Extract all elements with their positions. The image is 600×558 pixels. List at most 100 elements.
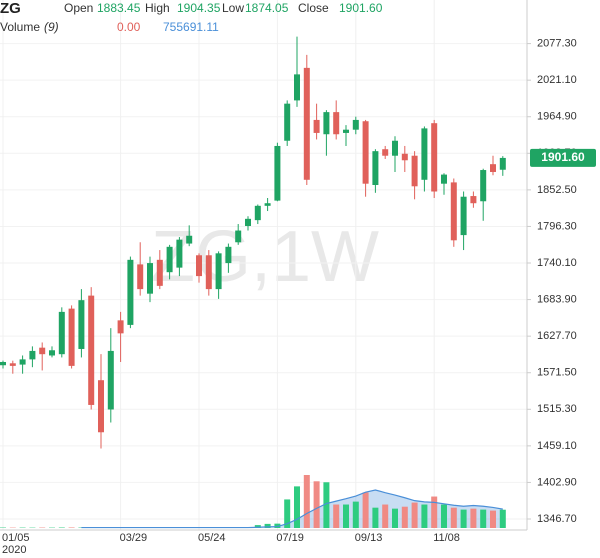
volume-bar: [499, 509, 506, 528]
volume-bar: [352, 501, 359, 528]
legend-label: Volume: [0, 20, 40, 34]
volume-bar: [490, 510, 496, 528]
candle-body: [39, 347, 46, 355]
y-tick-label: 1459.10: [537, 440, 577, 452]
legend-value: 0.00: [117, 20, 141, 34]
legend-label: Low: [222, 1, 244, 15]
volume-bar: [362, 492, 369, 528]
y-tick-label: 1515.30: [537, 403, 577, 415]
candle-body: [176, 239, 183, 268]
candle-body: [274, 145, 281, 201]
volume-bar: [382, 504, 389, 528]
volume-bar: [470, 508, 477, 528]
candle-body: [29, 350, 36, 360]
y-tick-label: 1402.90: [537, 476, 577, 488]
candle-body: [0, 361, 6, 366]
y-tick-label: 1964.90: [537, 111, 577, 123]
legend-label: High: [145, 1, 170, 15]
candle-body: [235, 230, 242, 243]
candle-body: [490, 164, 496, 172]
legend-value: 1874.05: [245, 1, 289, 15]
y-tick-label: 1571.50: [537, 367, 577, 379]
x-tick-label: 07/19: [276, 532, 304, 544]
volume-bar: [480, 509, 487, 528]
volume-bar: [343, 504, 349, 528]
volume-bar: [313, 481, 320, 528]
candle-body: [441, 174, 447, 184]
y-tick-label: 1683.90: [537, 293, 577, 305]
candle-body: [215, 253, 222, 290]
candle-body: [58, 311, 65, 355]
candle-body: [382, 149, 389, 156]
candle-body: [362, 121, 369, 184]
last-price-box: [530, 148, 596, 167]
candle-body: [264, 203, 271, 206]
candle-body: [294, 74, 300, 101]
volume-bar: [372, 507, 379, 528]
volume-bar: [460, 509, 467, 528]
candle-body: [401, 153, 408, 161]
candle-body: [19, 359, 26, 365]
candle-body: [323, 112, 330, 135]
volume-bar: [392, 508, 398, 528]
candle-body: [49, 350, 55, 356]
legend-value: 1901.60: [339, 1, 383, 15]
year-label: 2020: [2, 544, 26, 556]
candle-body: [303, 67, 310, 180]
price-pane: [0, 36, 506, 449]
candle-body: [186, 235, 193, 244]
volume-bar: [431, 496, 438, 528]
candle-body: [460, 196, 467, 236]
candle-body: [421, 128, 428, 180]
y-tick-label: 1796.30: [537, 220, 577, 232]
legend-value: 1904.35: [177, 1, 221, 15]
candle-body: [196, 255, 202, 277]
candle-body: [205, 255, 212, 290]
volume-bar: [401, 506, 408, 528]
x-tick-label: 09/13: [355, 532, 383, 544]
volume-bar: [450, 507, 457, 528]
volume-bar: [411, 502, 418, 528]
volume-bar: [294, 486, 300, 528]
y-tick-label: 1627.70: [537, 330, 577, 342]
x-tick-label: 01/05: [2, 532, 30, 544]
volume-bar: [303, 475, 310, 528]
candle-body: [470, 196, 477, 204]
legend-value: 1883.45: [97, 1, 141, 15]
y-tick-label: 2077.30: [537, 38, 577, 50]
candle-body: [480, 170, 487, 202]
candle-body: [411, 155, 418, 187]
candle-body: [147, 263, 153, 294]
candle-body: [284, 103, 291, 141]
candle-body: [117, 320, 124, 334]
candle-body: [245, 218, 251, 226]
candle-body: [333, 112, 340, 135]
y-tick-label: 2021.10: [537, 74, 577, 86]
candle-body: [156, 259, 163, 286]
candle-body: [225, 246, 232, 264]
volume-bar: [264, 523, 271, 528]
candle-body: [499, 157, 506, 170]
volume-bar: [254, 525, 261, 528]
volume-bar: [323, 482, 330, 528]
x-tick-label: 11/08: [433, 532, 460, 544]
candle-body: [372, 151, 379, 185]
candle-body: [98, 380, 104, 433]
last-price-label: 1901.60: [541, 150, 585, 164]
volume-bar: [68, 527, 75, 528]
volume-bar: [284, 499, 291, 528]
volume-bar: [274, 523, 281, 528]
candle-body: [450, 182, 457, 241]
candle-body: [78, 300, 85, 349]
candle-body: [343, 129, 349, 133]
legend-label: Close: [298, 1, 329, 15]
candle-body: [313, 119, 320, 133]
y-tick-label: 1740.10: [537, 257, 577, 269]
candle-body: [392, 140, 398, 156]
candle-body: [254, 205, 261, 221]
watermark: ZG,1W: [151, 217, 379, 297]
candle-body: [9, 363, 16, 366]
volume-ma-area: [81, 490, 503, 528]
volume-bar: [441, 504, 447, 528]
